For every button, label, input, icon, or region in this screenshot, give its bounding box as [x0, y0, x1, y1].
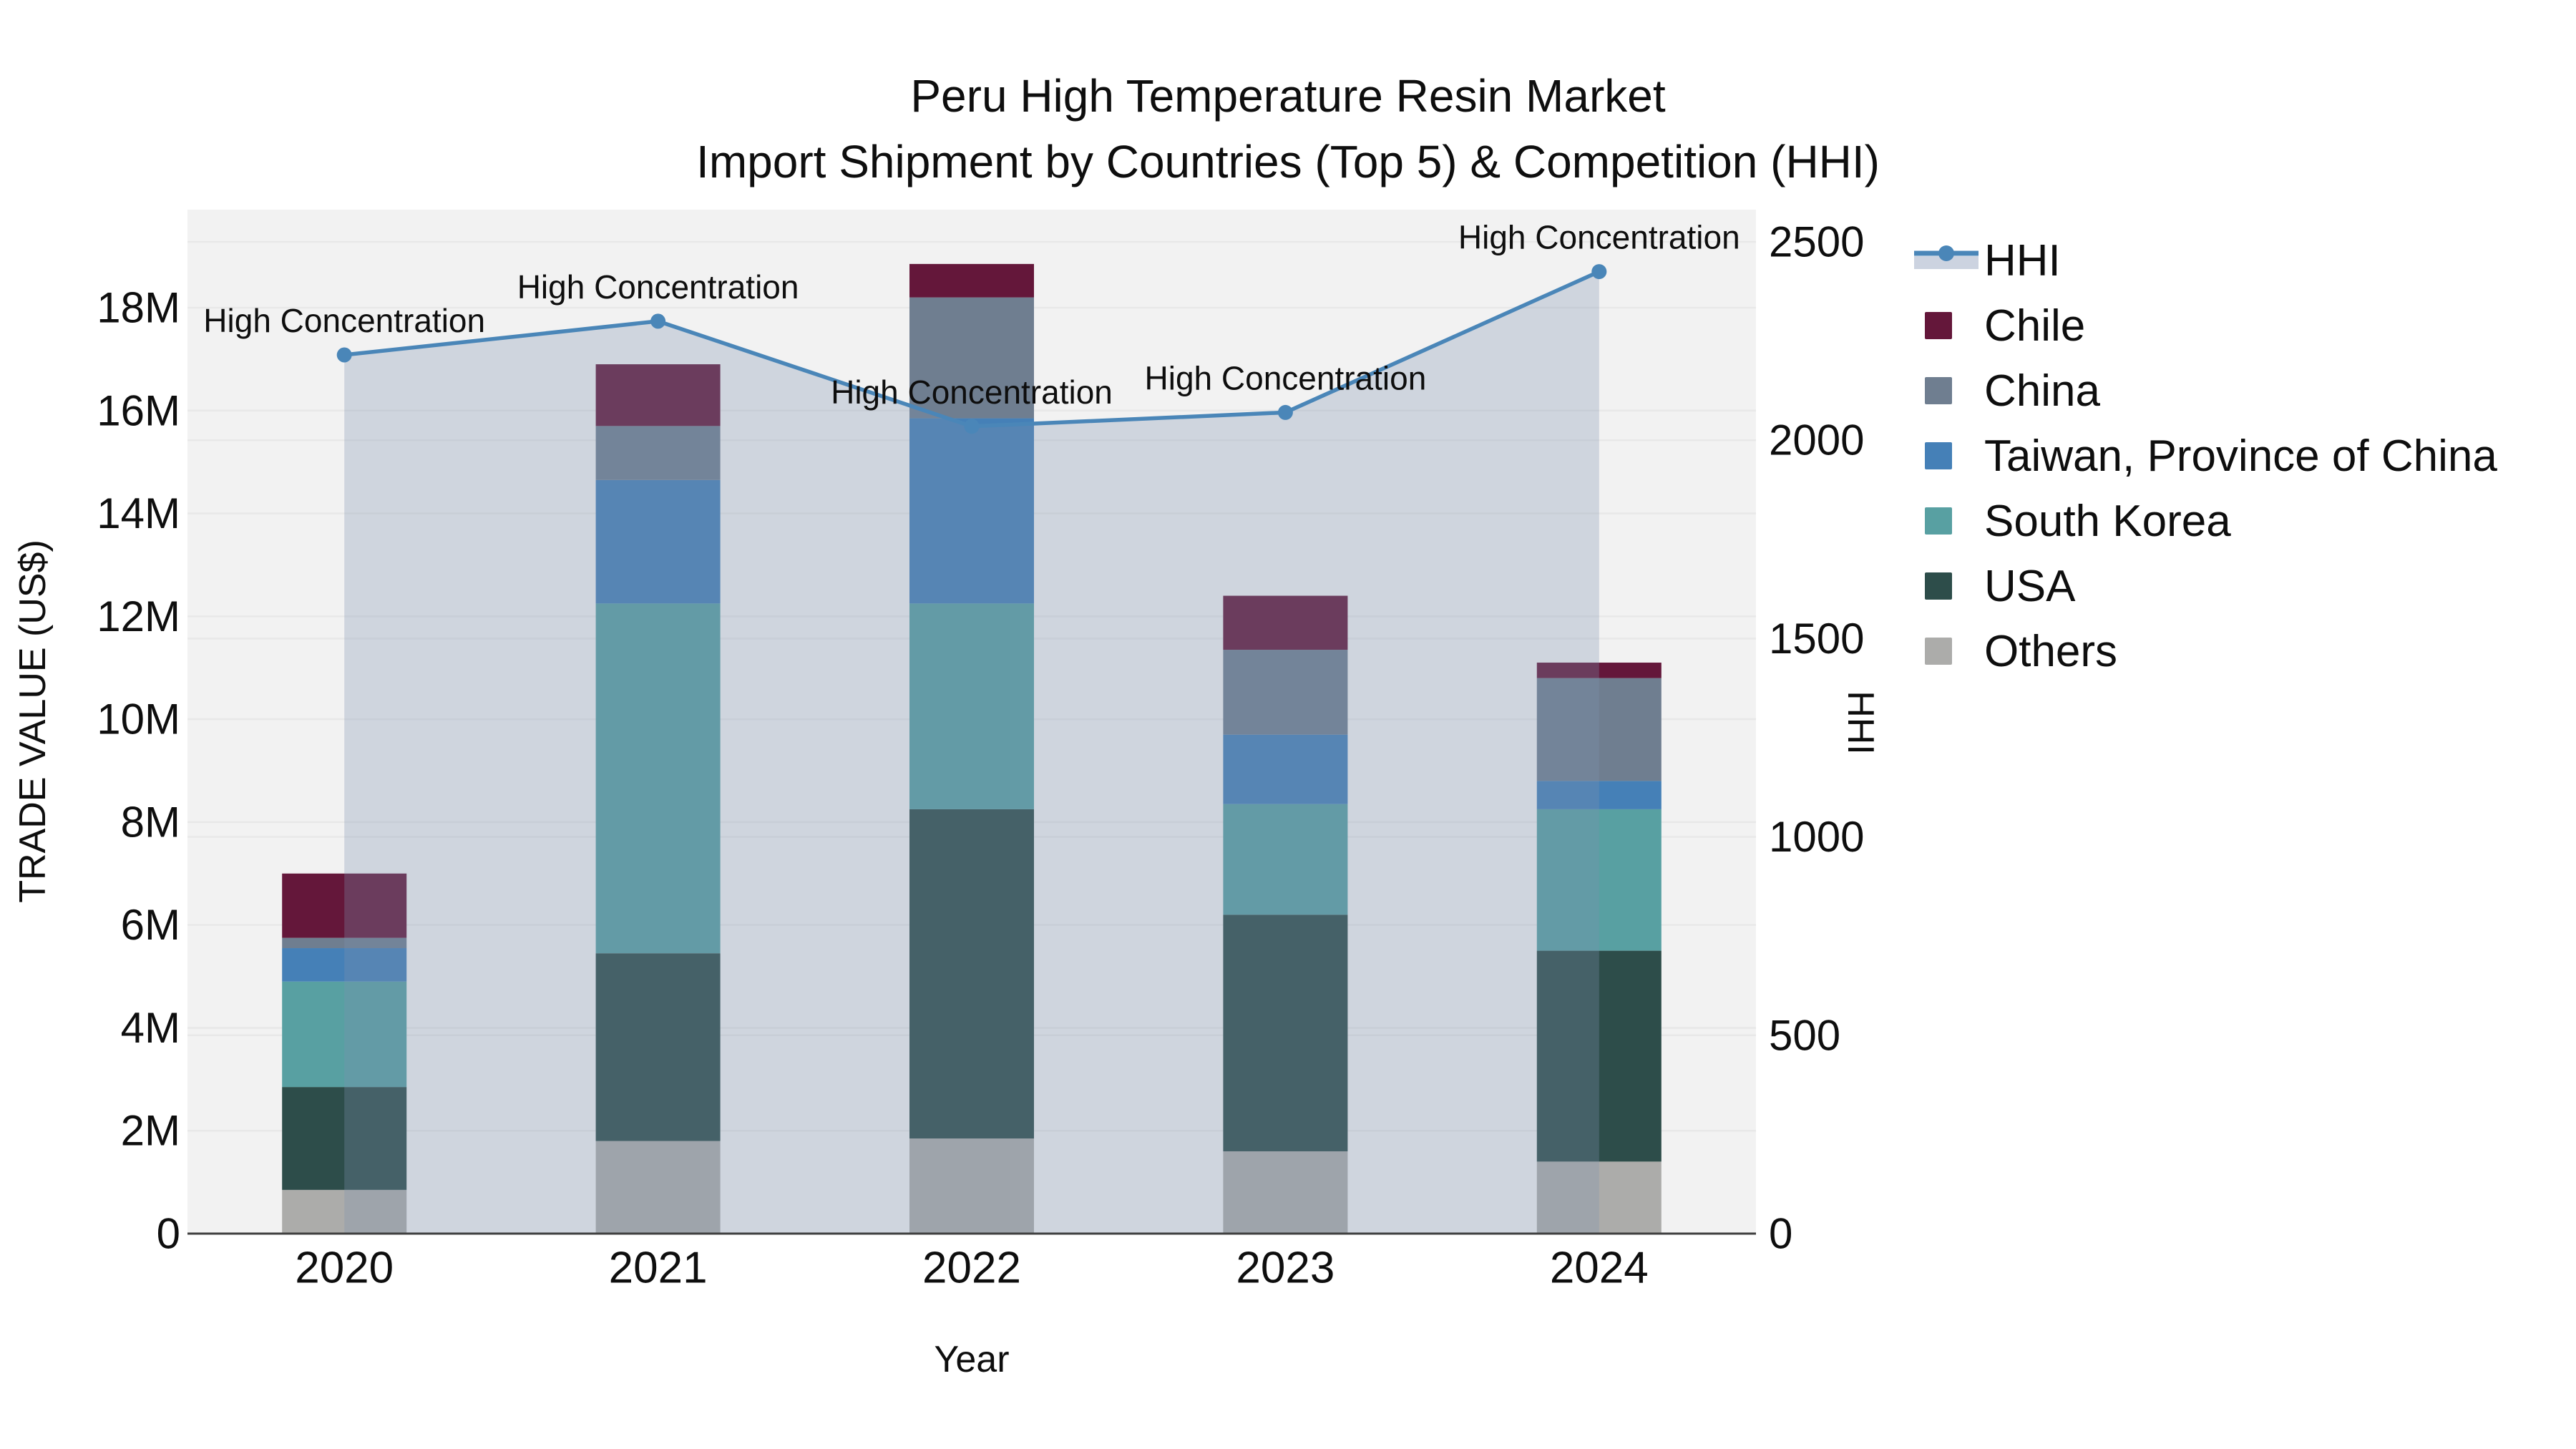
y-left-tick-label: 18M	[97, 284, 180, 332]
x-tick-label: 2020	[295, 1244, 394, 1293]
legend-item-taiwan-province-of-china[interactable]: Taiwan, Province of China	[1907, 431, 2497, 481]
bar-segment-usa-2022[interactable]	[909, 809, 1034, 1139]
bar-segment-taiwan-province-of-china-2020[interactable]	[282, 948, 407, 982]
y-left-tick-label: 10M	[97, 696, 180, 743]
x-tick-label: 2021	[609, 1244, 708, 1293]
annotation-high-concentration-2024: High Concentration	[1458, 219, 1740, 256]
bar-segment-others-2021[interactable]	[595, 1141, 721, 1234]
y-right-tick-label: 2500	[1769, 218, 1864, 266]
bar-segment-south-korea-2022[interactable]	[909, 603, 1034, 809]
y-right-tick-label: 1000	[1769, 813, 1864, 861]
legend-item-usa[interactable]: USA	[1907, 562, 2075, 611]
legend-item-others[interactable]: Others	[1907, 627, 2117, 676]
legend-item-hhi[interactable]: HHI	[1907, 235, 2061, 286]
bar-segment-usa-2020[interactable]	[282, 1087, 407, 1190]
y-left-tick-label: 16M	[97, 386, 180, 434]
y-right-tick-label: 0	[1769, 1210, 1792, 1258]
hhi-marker-2020[interactable]	[336, 347, 352, 363]
y-left-tick-label: 14M	[97, 489, 180, 537]
hhi-line-sample-icon	[1914, 245, 1979, 269]
legend-label: Chile	[1984, 301, 2086, 351]
x-tick-label: 2023	[1236, 1244, 1335, 1293]
bar-segment-south-korea-2021[interactable]	[595, 603, 721, 954]
legend-swatch-icon	[1925, 572, 1952, 600]
legend-swatch-icon	[1907, 303, 1984, 348]
bar-segment-china-2020[interactable]	[282, 937, 407, 949]
bar-segment-china-2023[interactable]	[1223, 650, 1348, 735]
bar-segment-chile-2020[interactable]	[282, 873, 407, 938]
hhi-marker-2023[interactable]	[1277, 404, 1293, 420]
bar-segment-chile-2023[interactable]	[1223, 595, 1348, 650]
legend-swatch-icon	[1907, 629, 1984, 673]
y-right-tick-label: 500	[1769, 1011, 1840, 1059]
annotation-high-concentration-2021: High Concentration	[517, 268, 799, 306]
annotation-high-concentration-2023: High Concentration	[1145, 359, 1427, 396]
bar-segment-china-2022[interactable]	[909, 297, 1034, 419]
bar-segment-usa-2024[interactable]	[1536, 950, 1662, 1162]
bar-segment-south-korea-2023[interactable]	[1223, 804, 1348, 915]
bar-segment-others-2023[interactable]	[1223, 1151, 1348, 1234]
legend-label: South Korea	[1984, 496, 2231, 546]
y-left-tick-label: 6M	[121, 901, 180, 949]
chart-title-line-2: Import Shipment by Countries (Top 5) & C…	[696, 136, 1880, 187]
y-left-tick-label: 2M	[121, 1107, 180, 1155]
y-left-tick-label: 8M	[121, 798, 180, 846]
legend-label: HHI	[1984, 235, 2061, 286]
bar-segment-usa-2023[interactable]	[1223, 914, 1348, 1151]
y-right-tick-label: 2000	[1769, 416, 1864, 464]
y-left-tick-label: 4M	[121, 1004, 180, 1052]
legend-swatch-icon	[1907, 564, 1984, 608]
bar-segment-chile-2021[interactable]	[595, 364, 721, 426]
legend-swatch-icon	[1925, 638, 1952, 665]
annotation-high-concentration-2020: High Concentration	[203, 302, 485, 339]
bar-segment-south-korea-2024[interactable]	[1536, 809, 1662, 951]
hhi-line-sample-icon	[1907, 238, 1984, 283]
bar-segment-others-2024[interactable]	[1536, 1161, 1662, 1234]
y-left-tick-label: 0	[157, 1210, 180, 1258]
legend-swatch-icon	[1907, 499, 1984, 543]
legend-swatch-icon	[1907, 434, 1984, 478]
legend-swatch-icon	[1925, 442, 1952, 469]
hhi-area-fill	[344, 271, 1599, 1234]
legend-swatch-icon	[1907, 369, 1984, 413]
legend-label: Taiwan, Province of China	[1984, 431, 2497, 481]
bar-segment-others-2020[interactable]	[282, 1189, 407, 1234]
x-tick-label: 2022	[922, 1244, 1021, 1293]
legend-item-chile[interactable]: Chile	[1907, 301, 2086, 351]
x-axis-title: Year	[934, 1339, 1010, 1380]
bar-segment-taiwan-province-of-china-2023[interactable]	[1223, 734, 1348, 804]
bar-segment-chile-2022[interactable]	[909, 263, 1034, 298]
bar-segment-taiwan-province-of-china-2021[interactable]	[595, 479, 721, 604]
chart-title: Peru High Temperature Resin Market Impor…	[0, 63, 2576, 195]
bar-segment-china-2024[interactable]	[1536, 678, 1662, 781]
legend-label: USA	[1984, 561, 2076, 611]
legend-swatch-icon	[1925, 377, 1952, 404]
y-left-axis-title: TRADE VALUE (US$)	[12, 540, 54, 903]
chart-title-line-1: Peru High Temperature Resin Market	[910, 70, 1666, 122]
y-left-tick-label: 12M	[97, 592, 180, 640]
legend-swatch-icon	[1925, 312, 1952, 339]
bar-segment-taiwan-province-of-china-2022[interactable]	[909, 418, 1034, 604]
bar-segment-chile-2024[interactable]	[1536, 663, 1662, 678]
x-tick-label: 2024	[1550, 1244, 1649, 1293]
bar-segment-china-2021[interactable]	[595, 426, 721, 480]
hhi-marker-2021[interactable]	[650, 313, 666, 329]
legend-item-south-korea[interactable]: South Korea	[1907, 497, 2231, 546]
hhi-marker-2022[interactable]	[964, 419, 980, 434]
legend-swatch-icon	[1925, 507, 1952, 535]
y-right-tick-label: 1500	[1769, 615, 1864, 663]
bar-segment-usa-2021[interactable]	[595, 953, 721, 1141]
legend-item-china[interactable]: China	[1907, 366, 2100, 416]
hhi-marker-2024[interactable]	[1591, 264, 1607, 280]
legend-label: China	[1984, 366, 2100, 416]
bar-segment-south-korea-2020[interactable]	[282, 981, 407, 1088]
annotation-high-concentration-2022: High Concentration	[831, 374, 1113, 411]
y-right-axis-title: HHI	[1840, 691, 1881, 755]
bar-segment-others-2022[interactable]	[909, 1138, 1034, 1234]
bar-segment-taiwan-province-of-china-2024[interactable]	[1536, 781, 1662, 809]
legend-label: Others	[1984, 626, 2118, 676]
